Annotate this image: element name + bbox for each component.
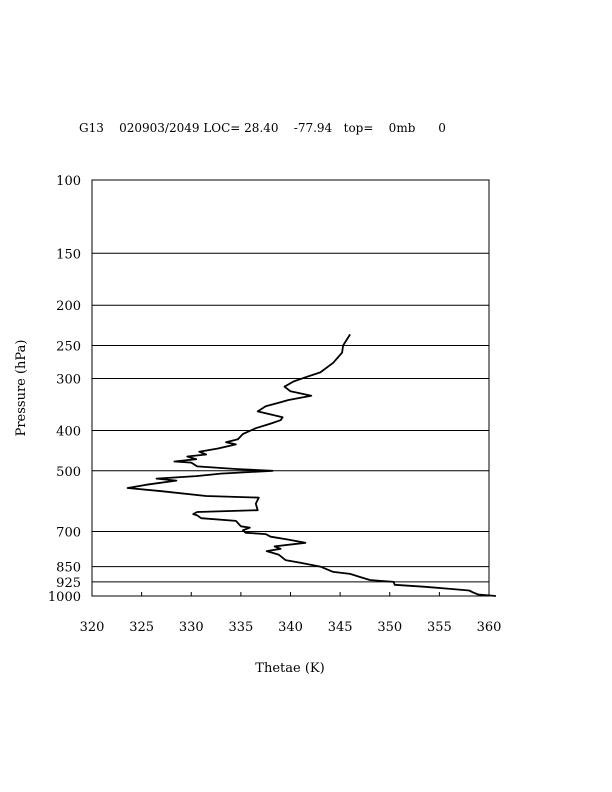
x-axis-label: Thetae (K): [255, 661, 324, 676]
x-tick-label: 335: [228, 620, 253, 635]
y-tick-label: 400: [56, 424, 81, 439]
thetae-profile-line: [126, 333, 496, 597]
plot-frame: [91, 179, 490, 597]
x-tick-label: 340: [278, 620, 303, 635]
y-tick-label: 1000: [48, 590, 81, 605]
y-tick-label: 250: [56, 340, 81, 355]
sounding-header: G13 020903/2049 LOC= 28.40 -77.94 top= 0…: [79, 121, 446, 135]
x-tick-label: 325: [129, 620, 154, 635]
pressure-gridlines: [92, 179, 489, 597]
y-tick-label: 925: [56, 576, 81, 591]
x-axis-tick-labels: 320 325 330 335 340 345 350 355 360: [80, 592, 502, 635]
x-tick-label: 360: [477, 620, 502, 635]
y-tick-label: 850: [56, 561, 81, 576]
x-tick-label: 330: [179, 620, 204, 635]
y-tick-label: 200: [56, 299, 81, 314]
x-tick-label: 355: [427, 620, 452, 635]
x-tick-label: 320: [80, 620, 105, 635]
y-tick-label: 700: [56, 526, 81, 541]
y-tick-label: 500: [56, 465, 81, 480]
y-tick-label: 100: [56, 174, 81, 189]
y-tick-label: 150: [56, 247, 81, 262]
x-tick-label: 345: [328, 620, 353, 635]
y-tick-label: 300: [56, 372, 81, 387]
y-axis-label: Pressure (hPa): [14, 340, 29, 437]
x-tick-label: 350: [377, 620, 402, 635]
